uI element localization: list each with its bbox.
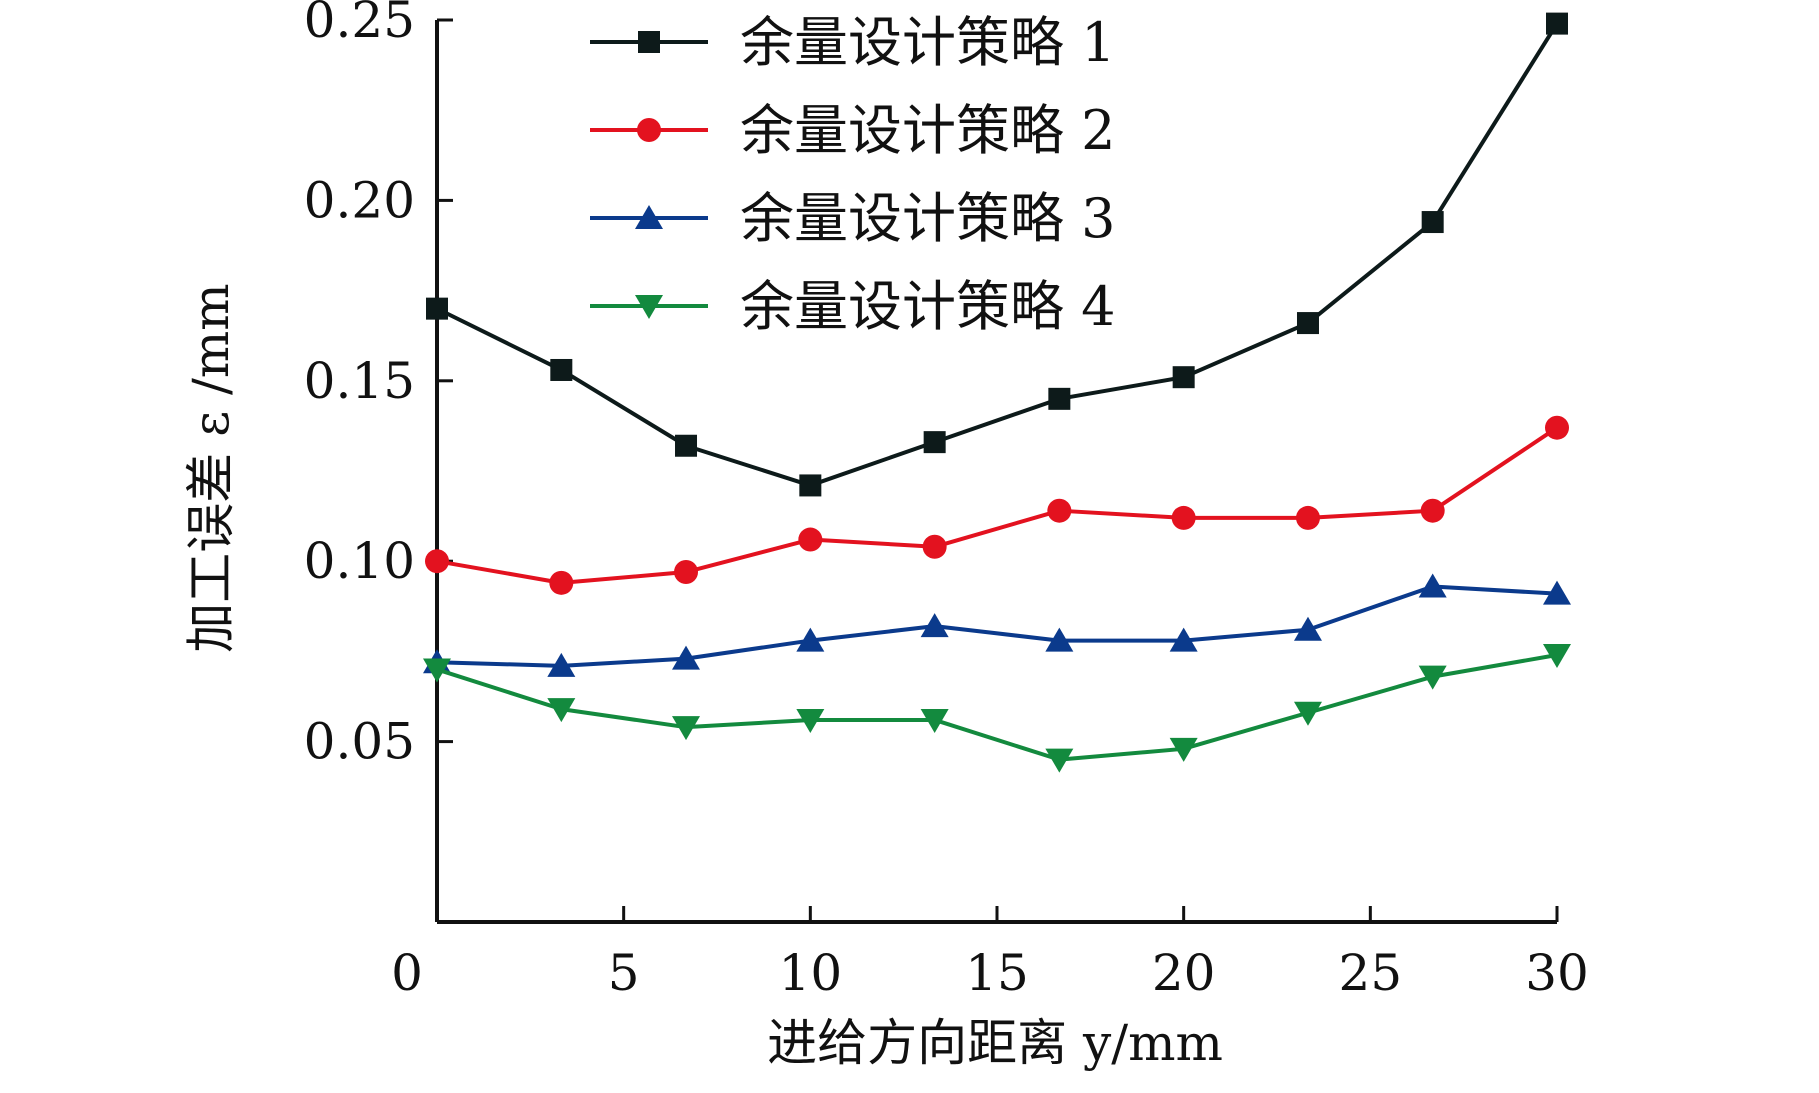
data-point bbox=[550, 358, 573, 381]
data-point bbox=[1045, 748, 1074, 773]
legend: 余量设计策略 1 余量设计策略 2 余量设计策略 3 余量设计策略 4 bbox=[590, 11, 1116, 338]
data-point bbox=[1048, 387, 1071, 410]
data-point bbox=[1293, 616, 1322, 641]
data-point bbox=[1543, 580, 1571, 605]
legend-item: 余量设计策略 4 bbox=[590, 275, 1116, 338]
data-point bbox=[672, 716, 701, 741]
series-2 bbox=[425, 415, 1569, 595]
y-tick-label: 0.25 bbox=[304, 0, 415, 49]
data-point bbox=[796, 627, 825, 652]
series-line bbox=[436, 584, 1558, 668]
x-tick-label: 15 bbox=[965, 944, 1029, 1002]
x-tick-label: 0 bbox=[391, 944, 423, 1002]
data-point bbox=[1169, 737, 1198, 762]
data-point bbox=[547, 652, 576, 677]
legend-marker bbox=[635, 205, 663, 229]
data-point bbox=[798, 527, 823, 552]
data-point bbox=[549, 570, 574, 595]
series-4 bbox=[423, 644, 1571, 773]
data-point bbox=[1295, 505, 1320, 530]
legend-label: 余量设计策略 1 bbox=[740, 11, 1116, 74]
data-point bbox=[426, 297, 448, 320]
legend-label: 余量设计策略 2 bbox=[740, 99, 1116, 162]
y-tick-label: 0.20 bbox=[304, 171, 415, 229]
x-axis-title: 进给方向距离 y/mm bbox=[767, 1014, 1223, 1072]
x-tick-label: 5 bbox=[608, 944, 640, 1002]
data-point bbox=[920, 708, 949, 733]
legend-item: 余量设计策略 2 bbox=[590, 99, 1116, 162]
legend-item: 余量设计策略 3 bbox=[590, 187, 1116, 250]
data-point bbox=[1171, 505, 1196, 530]
legend-marker bbox=[637, 118, 661, 142]
data-point bbox=[920, 613, 949, 638]
series-line bbox=[436, 653, 1558, 762]
series-3 bbox=[423, 573, 1571, 677]
series-line bbox=[436, 426, 1559, 585]
legend-marker bbox=[638, 31, 660, 53]
data-point bbox=[547, 698, 576, 723]
x-tick-label: 30 bbox=[1525, 944, 1589, 1002]
data-point bbox=[1418, 665, 1447, 690]
series-1 bbox=[426, 12, 1568, 497]
series-layer bbox=[423, 12, 1571, 773]
data-point bbox=[1421, 211, 1444, 234]
x-tick-label: 20 bbox=[1152, 944, 1216, 1002]
data-point bbox=[1543, 644, 1571, 669]
data-point bbox=[1047, 498, 1072, 523]
data-point bbox=[923, 431, 946, 454]
legend-label: 余量设计策略 3 bbox=[740, 187, 1116, 250]
data-point bbox=[796, 708, 825, 733]
data-point bbox=[922, 534, 947, 559]
data-point bbox=[1420, 498, 1445, 523]
data-point bbox=[1169, 627, 1198, 652]
data-point bbox=[1296, 312, 1319, 335]
legend-item: 余量设计策略 1 bbox=[590, 11, 1116, 74]
data-point bbox=[1546, 12, 1568, 35]
data-point bbox=[425, 549, 449, 574]
y-tick-label: 0.05 bbox=[304, 713, 415, 771]
legend-label: 余量设计策略 4 bbox=[740, 275, 1116, 338]
legend-marker bbox=[635, 295, 663, 319]
data-point bbox=[423, 658, 451, 683]
x-tick-label: 25 bbox=[1339, 944, 1403, 1002]
data-point bbox=[1045, 627, 1074, 652]
x-tick-label: 10 bbox=[779, 944, 843, 1002]
data-point bbox=[674, 560, 699, 585]
data-point bbox=[672, 645, 701, 670]
data-point bbox=[799, 474, 822, 497]
y-tick-label: 0.15 bbox=[304, 352, 415, 410]
data-point bbox=[1418, 573, 1447, 598]
data-point bbox=[1293, 701, 1322, 726]
y-axis-title: 加工误差 ε /mm bbox=[182, 283, 240, 652]
data-point bbox=[1172, 366, 1195, 389]
y-tick-label: 0.10 bbox=[304, 532, 415, 590]
series-line bbox=[436, 22, 1559, 488]
axes: 0 5 10 15 20 25 30 0.05 0.10 0.15 0.20 0.25 bbox=[304, 0, 1589, 1002]
data-point bbox=[1545, 415, 1569, 440]
data-point bbox=[675, 434, 698, 457]
